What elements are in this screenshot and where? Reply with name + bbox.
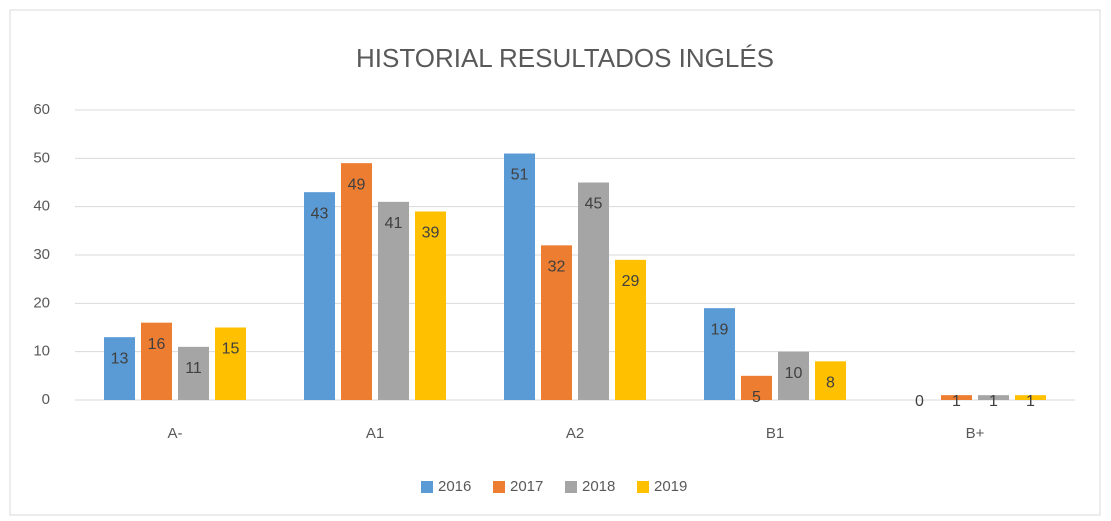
data-label: 16 <box>148 336 166 353</box>
legend-swatch <box>493 481 505 493</box>
bar <box>178 346 209 400</box>
data-label: 49 <box>348 176 366 193</box>
data-label: 29 <box>622 273 640 290</box>
data-label: 13 <box>111 350 129 367</box>
bar <box>504 153 535 400</box>
legend-label: 2019 <box>654 478 687 495</box>
bar <box>341 163 372 400</box>
data-label: 39 <box>422 225 440 242</box>
bar <box>704 308 735 400</box>
bar <box>615 259 646 400</box>
bar <box>104 337 135 400</box>
bar <box>741 375 772 400</box>
data-label: 1 <box>952 393 961 410</box>
data-label: 51 <box>511 167 529 184</box>
legend-swatch <box>565 481 577 493</box>
y-tick-label: 20 <box>33 294 50 311</box>
bar <box>578 182 609 400</box>
x-tick-label: A2 <box>566 425 584 442</box>
bar <box>815 361 846 400</box>
y-tick-label: 30 <box>33 246 50 263</box>
bar <box>541 245 572 400</box>
bar <box>1015 395 1046 400</box>
legend-swatch <box>421 481 433 493</box>
x-tick-label: B1 <box>766 425 784 442</box>
data-label: 43 <box>311 205 329 222</box>
data-label: 8 <box>826 375 835 392</box>
data-label: 19 <box>711 321 729 338</box>
data-label: 1 <box>989 393 998 410</box>
bar <box>941 395 972 400</box>
legend-swatch <box>637 481 649 493</box>
data-label: 10 <box>785 365 803 382</box>
y-tick-label: 60 <box>33 101 50 118</box>
legend-label: 2016 <box>438 478 471 495</box>
bar <box>141 322 172 400</box>
x-tick-label: B+ <box>966 425 985 442</box>
x-tick-label: A1 <box>366 425 384 442</box>
bar <box>304 192 335 400</box>
y-tick-label: 10 <box>33 343 50 360</box>
data-label: 41 <box>385 215 403 232</box>
data-label: 5 <box>752 389 761 406</box>
y-tick-label: 50 <box>33 149 50 166</box>
data-label: 11 <box>185 360 202 377</box>
x-tick-label: A- <box>168 425 183 442</box>
bar <box>978 395 1009 400</box>
bar <box>778 351 809 400</box>
data-label: 0 <box>915 393 924 410</box>
chart-title: HISTORIAL RESULTADOS INGLÉS <box>356 43 774 73</box>
y-tick-label: 0 <box>42 391 50 408</box>
data-label: 1 <box>1026 393 1035 410</box>
y-tick-label: 40 <box>33 198 50 215</box>
bar <box>215 327 246 400</box>
data-label: 15 <box>222 341 240 358</box>
bar <box>378 201 409 400</box>
data-label: 45 <box>585 196 603 213</box>
legend-label: 2017 <box>510 478 543 495</box>
data-label: 32 <box>548 259 566 276</box>
bar <box>415 211 446 400</box>
legend-label: 2018 <box>582 478 615 495</box>
